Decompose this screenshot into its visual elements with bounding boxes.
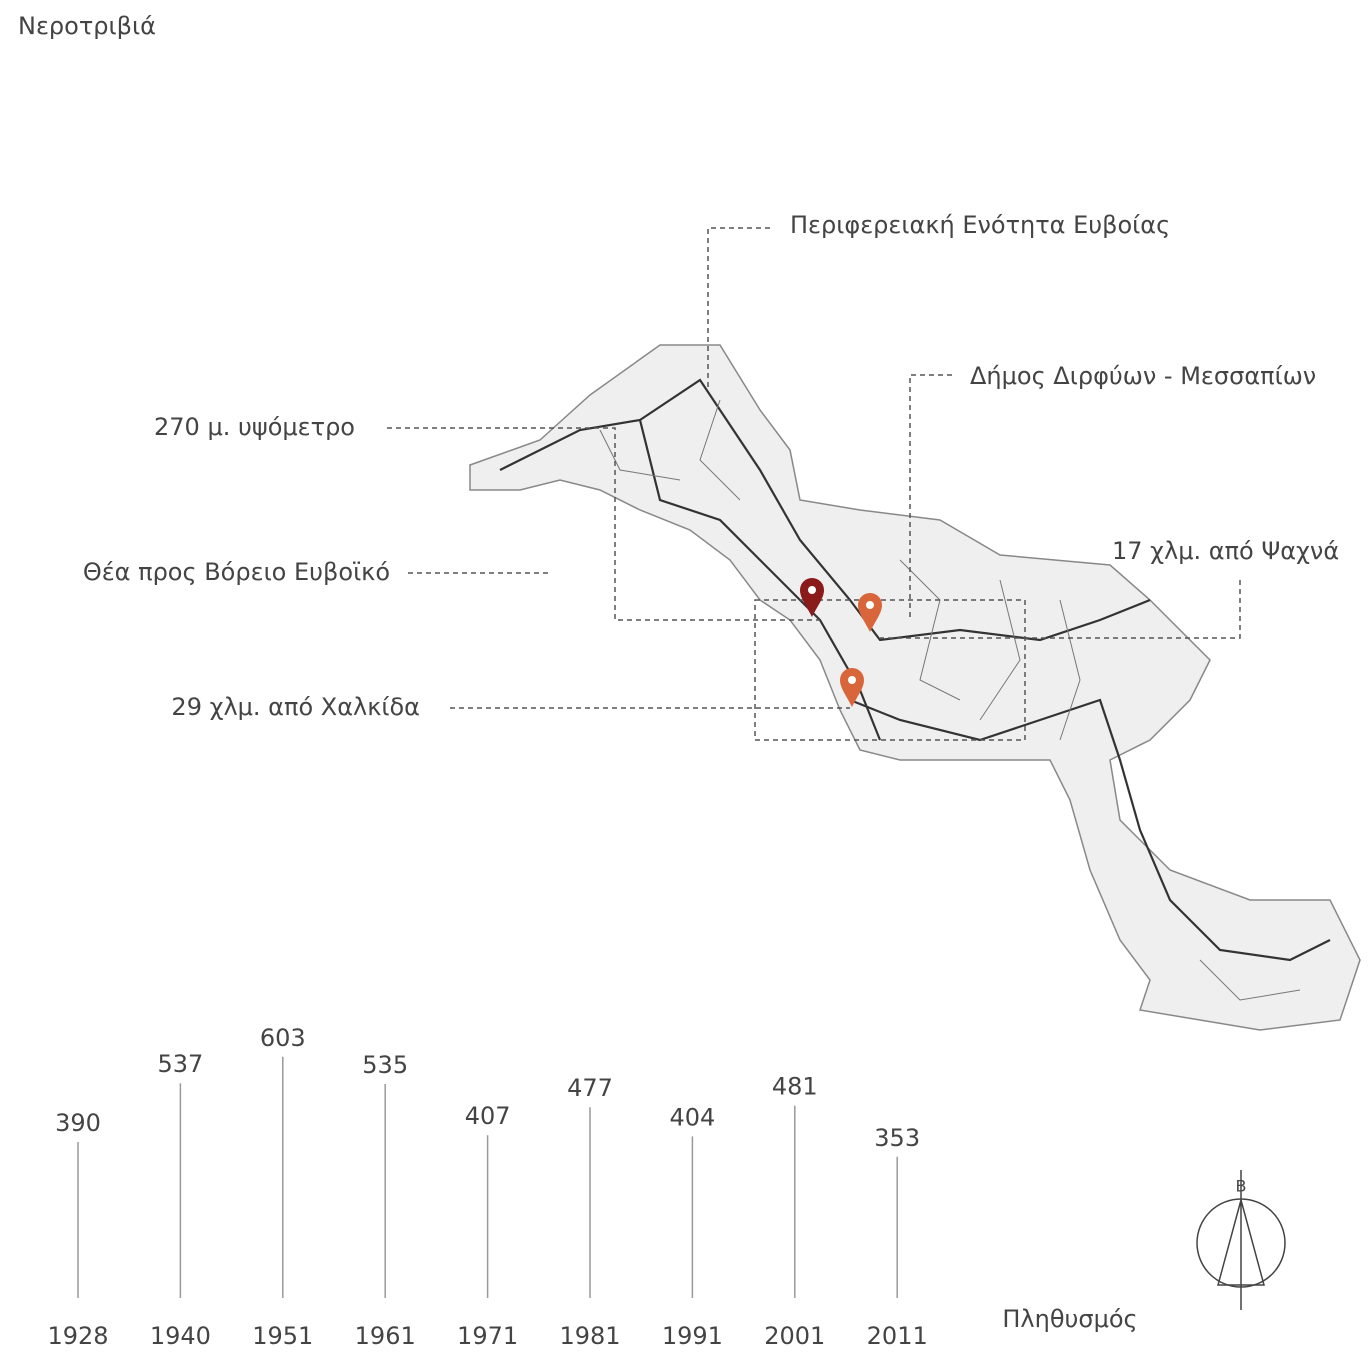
map <box>469 344 1361 1031</box>
x-tick-label: 1981 <box>559 1322 620 1350</box>
pin <box>800 578 824 617</box>
road <box>849 698 1331 962</box>
x-tick-label: 1951 <box>252 1322 313 1350</box>
leader-line <box>909 374 952 620</box>
annotations: Περιφερειακή Ενότητα Ευβοίας Δήμος Διρφύ… <box>83 211 1339 721</box>
leader-line <box>707 227 770 390</box>
pin-dot <box>808 586 816 594</box>
x-tick-label: 2011 <box>867 1322 928 1350</box>
value-label: 390 <box>55 1109 101 1137</box>
value-label: 535 <box>362 1051 408 1079</box>
value-label: 537 <box>157 1050 203 1078</box>
x-tick-label: 1940 <box>150 1322 211 1350</box>
compass-needle <box>1217 1170 1265 1310</box>
annotation: Θέα προς Βόρειο Ευβοϊκό <box>83 558 390 586</box>
pin-dot <box>866 601 874 609</box>
x-tick-label: 2001 <box>764 1322 825 1350</box>
pin <box>840 668 864 707</box>
value-label: 404 <box>669 1103 715 1131</box>
road <box>599 399 1301 1001</box>
value-label: 603 <box>260 1024 306 1052</box>
value-label: 407 <box>465 1102 511 1130</box>
x-axis-label: Πληθυσμός <box>1002 1305 1137 1333</box>
annotation: 17 χλμ. από Ψαχνά <box>1112 537 1339 565</box>
value-label: 477 <box>567 1074 613 1102</box>
leader-line <box>880 580 1241 639</box>
road <box>499 378 1151 642</box>
x-tick-label: 1991 <box>662 1322 723 1350</box>
area-box <box>754 599 1026 741</box>
annotation: 270 μ. υψόμετρο <box>154 413 355 441</box>
value-label: 481 <box>772 1073 818 1101</box>
value-label: 353 <box>874 1124 920 1152</box>
x-tick-label: 1961 <box>355 1322 416 1350</box>
annotation: 29 χλμ. από Χαλκίδα <box>171 693 420 721</box>
place-title: Νεροτριβιά <box>18 12 156 40</box>
annotation: Δήμος Διρφύων - Μεσσαπίων <box>970 362 1316 390</box>
compass-label: Β <box>1236 1177 1247 1196</box>
compass <box>1196 1170 1286 1310</box>
pin-dot <box>848 676 856 684</box>
leader-line <box>387 427 820 621</box>
island <box>469 344 1361 1031</box>
annotation: Περιφερειακή Ενότητα Ευβοίας <box>790 211 1170 239</box>
x-tick-label: 1928 <box>47 1322 108 1350</box>
x-tick-label: 1971 <box>457 1322 518 1350</box>
pin <box>858 593 882 632</box>
